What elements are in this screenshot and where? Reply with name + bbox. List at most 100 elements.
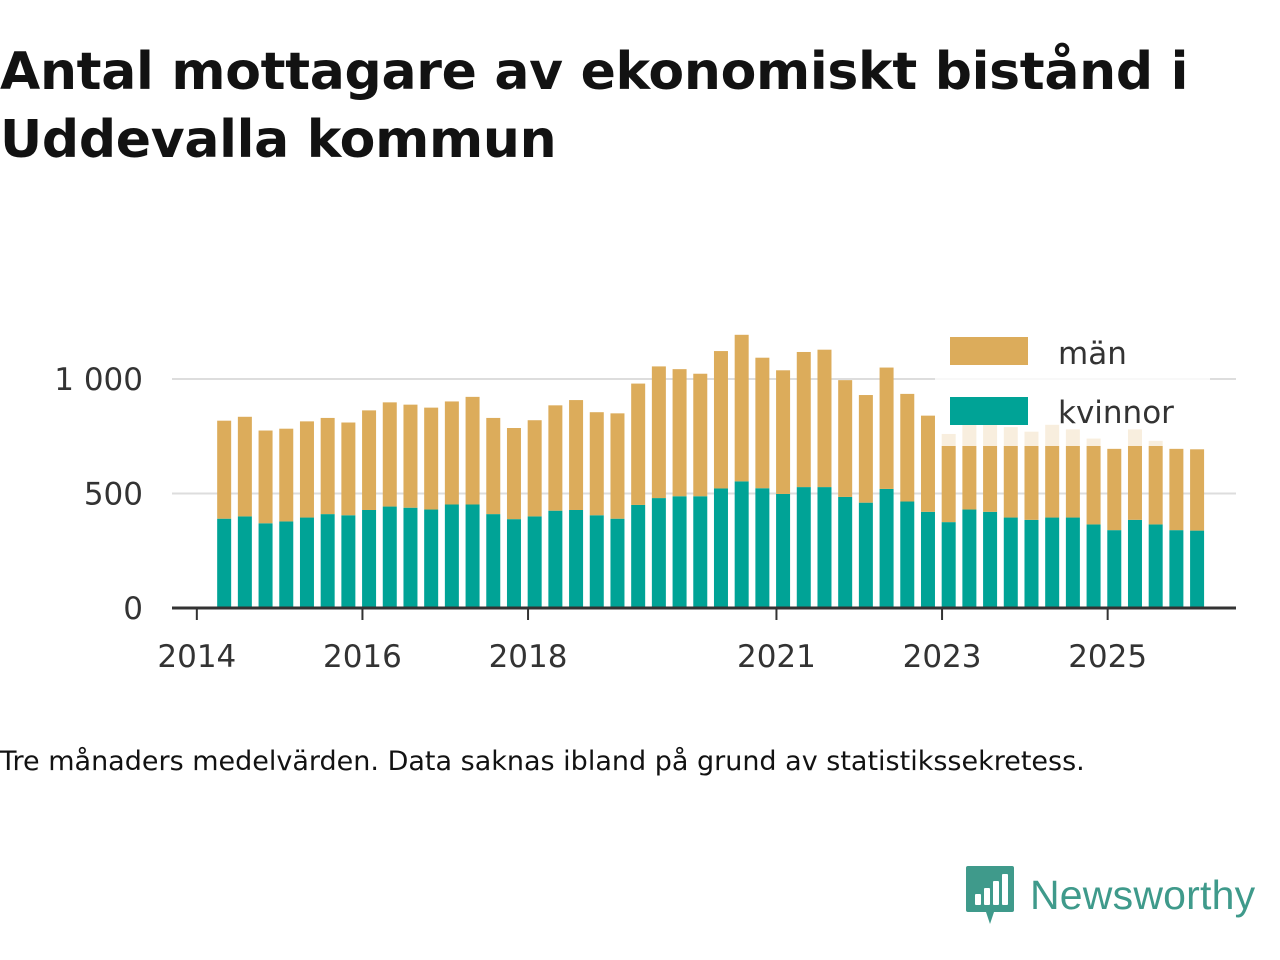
chart-title: Antal mottagare av ekonomiskt bistånd i … [0, 42, 1189, 170]
bar-kvinnor [506, 519, 521, 608]
x-tick-label: 2021 [737, 639, 816, 675]
x-tick-label: 2018 [489, 639, 568, 675]
bar-kvinnor [796, 487, 811, 608]
y-tick-label: 1 000 [54, 362, 143, 398]
bar-man [341, 422, 356, 516]
bar-man [486, 417, 501, 515]
legend-swatch-man [950, 337, 1028, 365]
bar-man [631, 383, 646, 505]
bar-man [279, 428, 294, 522]
bar-man [713, 351, 728, 489]
bar-man [320, 417, 335, 515]
bar-man [920, 415, 935, 512]
bar-kvinnor [1003, 517, 1018, 608]
bar-kvinnor [858, 502, 873, 608]
y-axis-labels: 0 500 1 000 [54, 362, 143, 627]
bar-kvinnor [1148, 524, 1163, 608]
bar-man [610, 413, 625, 519]
bar-man [444, 401, 459, 505]
x-tick-label: 2025 [1068, 639, 1147, 675]
bar-kvinnor [548, 510, 563, 608]
bar-kvinnor [569, 509, 584, 608]
bar-man [693, 373, 708, 497]
bar-kvinnor [631, 504, 646, 608]
bar-man [1024, 431, 1039, 520]
bar-man [1169, 448, 1184, 531]
legend: män kvinnor [935, 326, 1210, 446]
x-axis: 2014 2016 2018 2021 2023 2025 [157, 606, 1236, 675]
bar-kvinnor [382, 506, 397, 608]
bar-kvinnor [610, 518, 625, 608]
bar-man [382, 402, 397, 507]
bar-kvinnor [776, 493, 791, 608]
bar-man [1190, 449, 1205, 531]
bar-kvinnor [1190, 530, 1205, 608]
x-tick-label: 2023 [903, 639, 982, 675]
bar-man [879, 367, 894, 489]
bar-man [796, 351, 811, 488]
bar-man [776, 370, 791, 494]
bar-kvinnor [983, 511, 998, 608]
bar-kvinnor [527, 516, 542, 608]
bar-kvinnor [299, 517, 314, 608]
bar-kvinnor [755, 488, 770, 608]
bar-kvinnor [941, 522, 956, 608]
bar-kvinnor [279, 521, 294, 608]
brand-name: Newsworthy [1030, 871, 1256, 918]
legend-label-man: män [1058, 336, 1127, 372]
bar-kvinnor [1169, 530, 1184, 608]
bar-man [465, 396, 480, 505]
bar-kvinnor [672, 496, 687, 608]
legend-swatch-kvinnor [950, 397, 1028, 425]
bar-kvinnor [465, 504, 480, 608]
bar-kvinnor [362, 509, 377, 608]
bar-man [838, 380, 853, 497]
bar-kvinnor [403, 507, 418, 608]
bar-kvinnor [258, 523, 273, 608]
bar-man [569, 400, 584, 510]
bar-kvinnor [693, 496, 708, 608]
bar-kvinnor [341, 515, 356, 608]
bar-man [1086, 438, 1101, 525]
x-tick-label: 2016 [323, 639, 402, 675]
bar-kvinnor [879, 488, 894, 608]
bar-man [258, 430, 273, 524]
bar-kvinnor [817, 487, 832, 608]
x-tick-label: 2014 [157, 639, 236, 675]
bar-kvinnor [217, 518, 232, 608]
brand-logo: Newsworthy [964, 864, 1255, 926]
y-tick-label: 500 [84, 477, 143, 513]
bar-kvinnor [444, 504, 459, 608]
bar-kvinnor [424, 509, 439, 608]
bar-kvinnor [320, 514, 335, 608]
bar-kvinnor [237, 516, 252, 608]
footnote: Tre månaders medelvärden. Data saknas ib… [0, 746, 1085, 777]
bar-man [755, 357, 770, 489]
bar-man [362, 410, 377, 510]
bar-man [1107, 448, 1122, 531]
bar-man [858, 395, 873, 503]
bar-man [817, 349, 832, 488]
bar-man [548, 405, 563, 511]
bars [217, 334, 1205, 608]
bar-man [1045, 424, 1060, 518]
bar-kvinnor [486, 514, 501, 608]
stacked-bar-chart: män kvinnor 2014 2016 2018 2021 2023 2025 0 50… [54, 326, 1236, 675]
bar-kvinnor [838, 496, 853, 608]
bar-man [237, 416, 252, 517]
bar-kvinnor [589, 515, 604, 608]
newsworthy-logo-icon [966, 866, 1014, 924]
bar-man [734, 334, 749, 482]
bar-man [403, 404, 418, 508]
bar-kvinnor [734, 481, 749, 608]
bar-man [217, 420, 232, 519]
bar-kvinnor [1045, 517, 1060, 608]
bar-man [941, 433, 956, 523]
bar-kvinnor [1024, 519, 1039, 608]
legend-label-kvinnor: kvinnor [1058, 395, 1174, 431]
bar-kvinnor [1127, 519, 1142, 608]
bar-man [506, 428, 521, 520]
y-tick-label: 0 [123, 591, 143, 627]
bar-man [1127, 429, 1142, 520]
bar-man [527, 420, 542, 517]
